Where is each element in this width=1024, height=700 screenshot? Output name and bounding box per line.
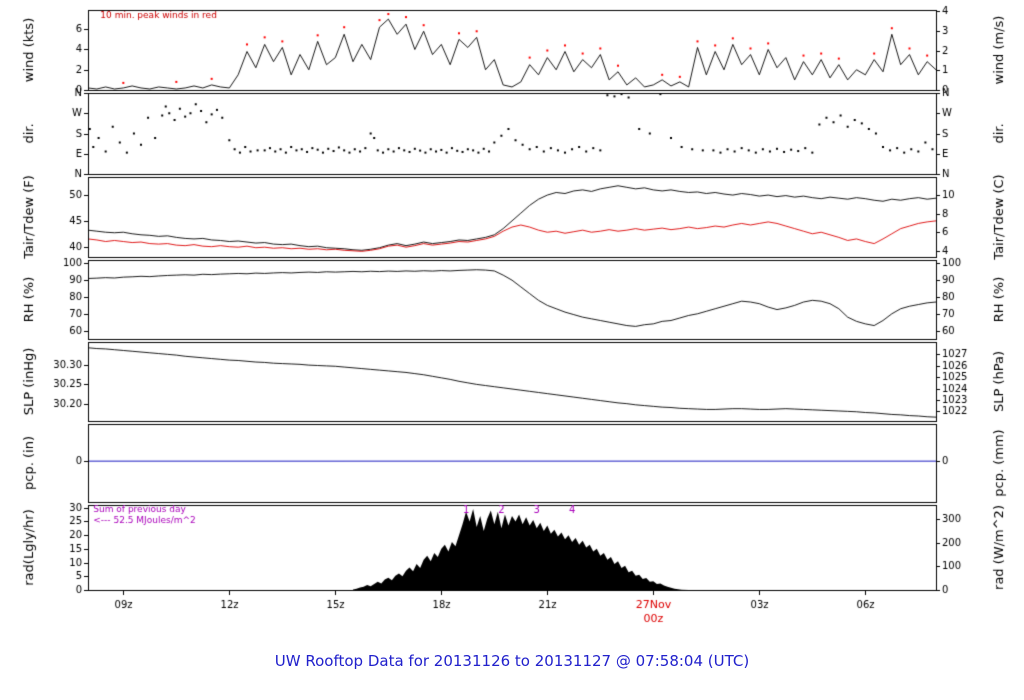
meteogram-canvas [0,0,1024,642]
chart-title: UW Rooftop Data for 20131126 to 20131127… [274,652,750,670]
